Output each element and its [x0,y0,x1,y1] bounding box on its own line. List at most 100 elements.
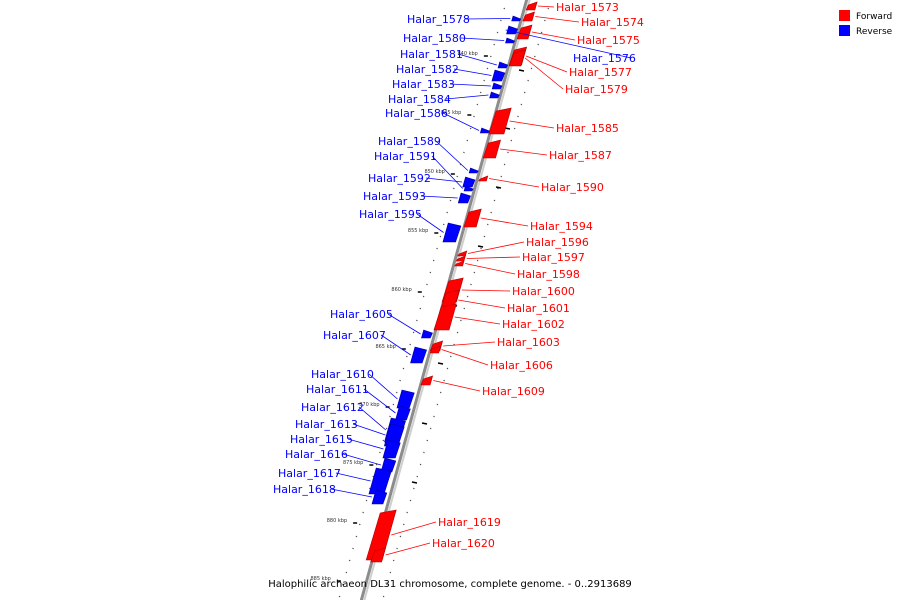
gene-glyph [371,489,388,505]
scale-tick-label: 845 kbp [441,110,461,116]
gene-connector [385,542,431,556]
gene-label: Halar_1605 [330,308,393,321]
gene-connector [442,112,480,131]
gene-label: Halar_1610 [311,368,374,381]
gene-label: Halar_1581 [400,48,463,61]
gene-connector [368,373,398,400]
gene-label: Halar_1616 [285,448,348,461]
scale-tick-label: 850 kbp [424,169,444,175]
gene-label: Halar_1612 [301,401,364,414]
gene-connector [480,217,529,227]
gene-features [365,1,538,563]
gene-glyph [516,24,533,40]
gene-label: Halar_1580 [403,32,466,45]
legend-forward-swatch [839,10,850,21]
gene-glyph [457,192,471,204]
gene-connector [453,68,492,76]
gene-label: Halar_1574 [581,16,644,29]
scale-tick-label: 840 kbp [457,51,477,57]
legend-reverse-label: Reverse [856,27,893,37]
gene-label: Halar_1584 [388,93,451,106]
gene-glyph [380,457,397,473]
gene-glyph [478,175,489,182]
gene-glyph [454,260,465,267]
gene-connector [524,57,564,90]
gene-glyph [463,208,482,228]
gene-connector [342,453,382,466]
gene-glyph [442,222,462,243]
gene-glyph [491,82,503,90]
gene-label: Halar_1620 [432,537,495,550]
scale-tick-label: 855 kbp [408,228,428,234]
scale-tick-label: 885 kbp [310,576,330,582]
gene-connector [443,341,496,347]
gene-connector [347,438,384,450]
gene-connector [457,53,497,66]
gene-label: Halar_1590 [541,181,604,194]
gene-connector [387,313,421,335]
gene-connector [352,423,386,436]
gene-glyph [396,389,415,409]
gene-glyph [420,375,434,386]
gene-label: Halar_1619 [438,516,501,529]
gene-connector [461,289,511,292]
gene-glyph [508,49,526,67]
gene-label: Halar_1587 [549,149,612,162]
scale-tick-label: 870 kbp [359,402,379,408]
scale-tick-label: 860 kbp [391,287,411,293]
gene-connector [358,406,387,431]
gene-glyph [489,91,500,99]
gene-label: Halar_1582 [396,63,459,76]
gene-connector [531,31,576,41]
legend: Forward Reverse [839,10,893,37]
legend-forward-label: Forward [856,12,892,22]
gene-glyph [482,139,502,159]
gene-connector [335,472,371,482]
gene-glyph [433,303,457,331]
gene-connector [505,29,632,59]
gene-glyph [368,467,392,495]
gene-glyph [525,1,538,11]
gene-glyph [462,176,476,188]
gene-label: Halar_1606 [490,359,553,372]
legend-reverse-swatch [839,25,850,36]
gene-label: Halar_1601 [507,302,570,315]
gene-connector [330,488,373,498]
gene-glyph [491,69,506,82]
gene-glyph [497,61,509,69]
gene-connector [433,380,481,392]
gene-connector [435,140,469,171]
gene-connector [467,241,525,254]
gene-glyph [410,346,427,364]
gene-label: Halar_1573 [556,1,619,14]
gene-connector [537,5,555,8]
gene-label: Halar_1583 [392,78,455,91]
scale-tick-label: 865 kbp [375,344,395,350]
gene-glyph [479,127,490,134]
gene-label: Halar_1615 [290,433,353,446]
gene-glyph [488,107,512,135]
gene-glyph [506,25,519,35]
gene-label: Halar_1596 [526,236,589,249]
gene-connector [465,263,516,275]
gene-connector [416,213,444,233]
gene-glyph [468,167,479,174]
gene-label: Halar_1617 [278,467,341,480]
gene-glyph [370,547,386,563]
gene-glyph [382,439,401,459]
gene-label: Halar_1579 [565,83,628,96]
gene-connector [449,83,491,87]
gene-glyph [522,11,535,22]
gene-connector [460,37,505,41]
gene-connector [431,155,464,189]
gene-connector [445,94,489,100]
gene-connector [391,521,437,536]
gene-label: Halar_1578 [407,13,470,26]
gene-glyph [429,345,442,354]
gene-label: Halar_1589 [378,135,441,148]
gene-label: Halar_1577 [569,66,632,79]
gene-label: Halar_1585 [556,122,619,135]
gene-label: Halar_1593 [363,190,426,203]
